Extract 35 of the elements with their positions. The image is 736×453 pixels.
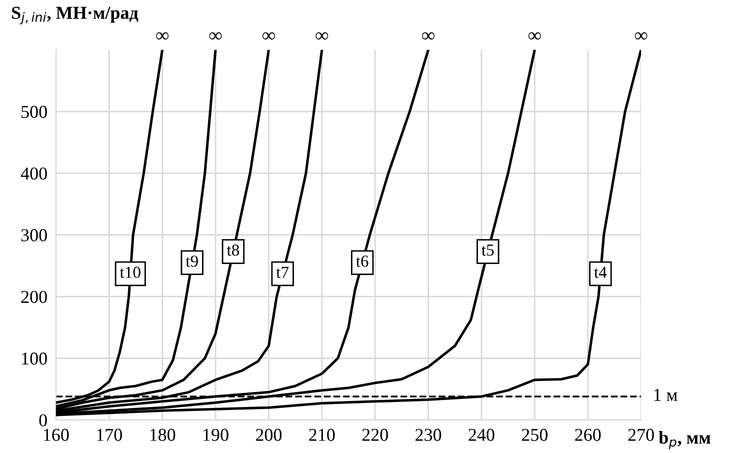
ref-line-label: 1 м [654,388,678,401]
y-tick-label: 200 [21,290,47,304]
annotation: ∞ [209,32,222,40]
y-tick-label: 0 [39,414,47,426]
annotation: ∞ [156,32,169,40]
x-tick-label: 240 [468,428,494,441]
annotation: ∞ [634,32,648,40]
series-label: t7 [276,266,289,278]
x-tick-label: 260 [575,428,601,441]
x-tick-label: 170 [97,428,122,441]
y-tick-label: 100 [22,352,47,365]
x-tick-label: 270 [628,428,654,441]
x-tick-label: 230 [416,428,442,441]
series-label: t10 [120,266,140,278]
annotation: ∞ [528,32,541,40]
series-label: t5 [482,244,494,256]
y-axis-title: S$_{j,ini}$, МН·м/рад [12,6,138,24]
series-label: t8 [226,244,240,256]
y-tick-label: 500 [22,106,47,118]
annotation: ∞ [422,32,434,40]
x-tick-label: 220 [362,428,388,441]
legend-label: t9 [186,256,198,267]
annotation: ∞ [262,32,275,40]
y-tick-label: 300 [21,229,47,242]
x-axis-title: b$_{p}$, мм [658,431,710,450]
x-tick-label: 200 [256,428,282,441]
x-tick-label: 190 [204,428,228,441]
x-tick-label: 250 [522,428,548,441]
annotation: ∞ [316,32,328,40]
x-tick-label: 180 [150,428,176,441]
series-label: t4 [594,266,607,278]
x-tick-label: 160 [44,428,69,441]
series-label: t6 [356,256,368,267]
x-tick-label: 210 [309,428,335,441]
y-tick-label: 400 [20,167,47,180]
